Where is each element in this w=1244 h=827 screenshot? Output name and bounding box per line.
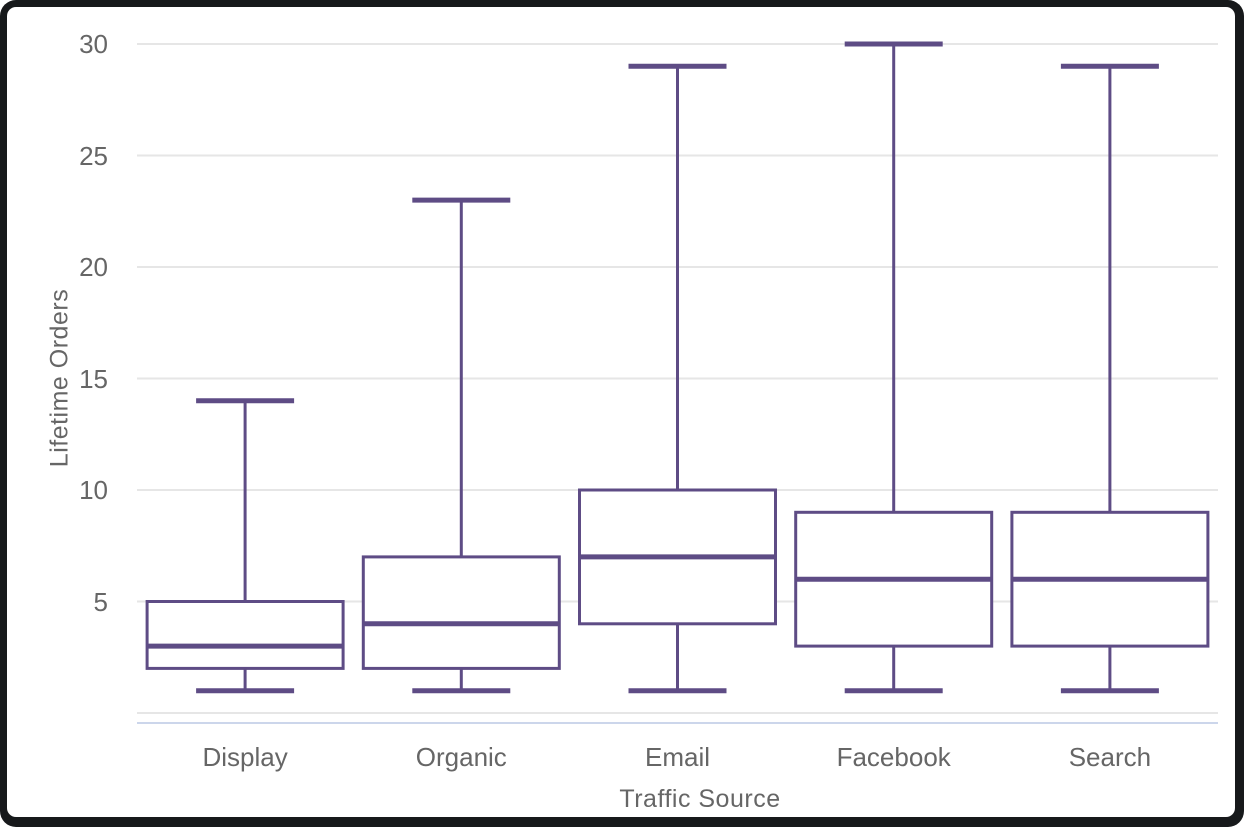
x-category-label: Search [1068, 742, 1152, 772]
y-tick-label: 10 [79, 475, 108, 505]
x-category-label: Display [202, 742, 288, 772]
chart-canvas: Lifetime Orders Traffic Source 5 10 15 20 25… [7, 7, 1235, 817]
box-organic [361, 555, 561, 670]
plot-area [137, 41, 1218, 724]
x-category-label: Facebook [836, 742, 951, 772]
box-display [145, 600, 345, 670]
y-tick-label: 20 [79, 252, 108, 282]
x-axis-title: Traffic Source [619, 785, 781, 813]
x-category-label: Email [644, 742, 710, 772]
y-tick-label: 15 [79, 363, 108, 394]
y-tick-label: 30 [79, 29, 108, 59]
x-category-label: Organic [415, 742, 507, 772]
y-tick-label: 5 [93, 586, 108, 617]
y-tick-label: 25 [79, 140, 108, 171]
boxplot-chart: Lifetime Orders Traffic Source 5 10 15 20 25… [7, 7, 1235, 817]
